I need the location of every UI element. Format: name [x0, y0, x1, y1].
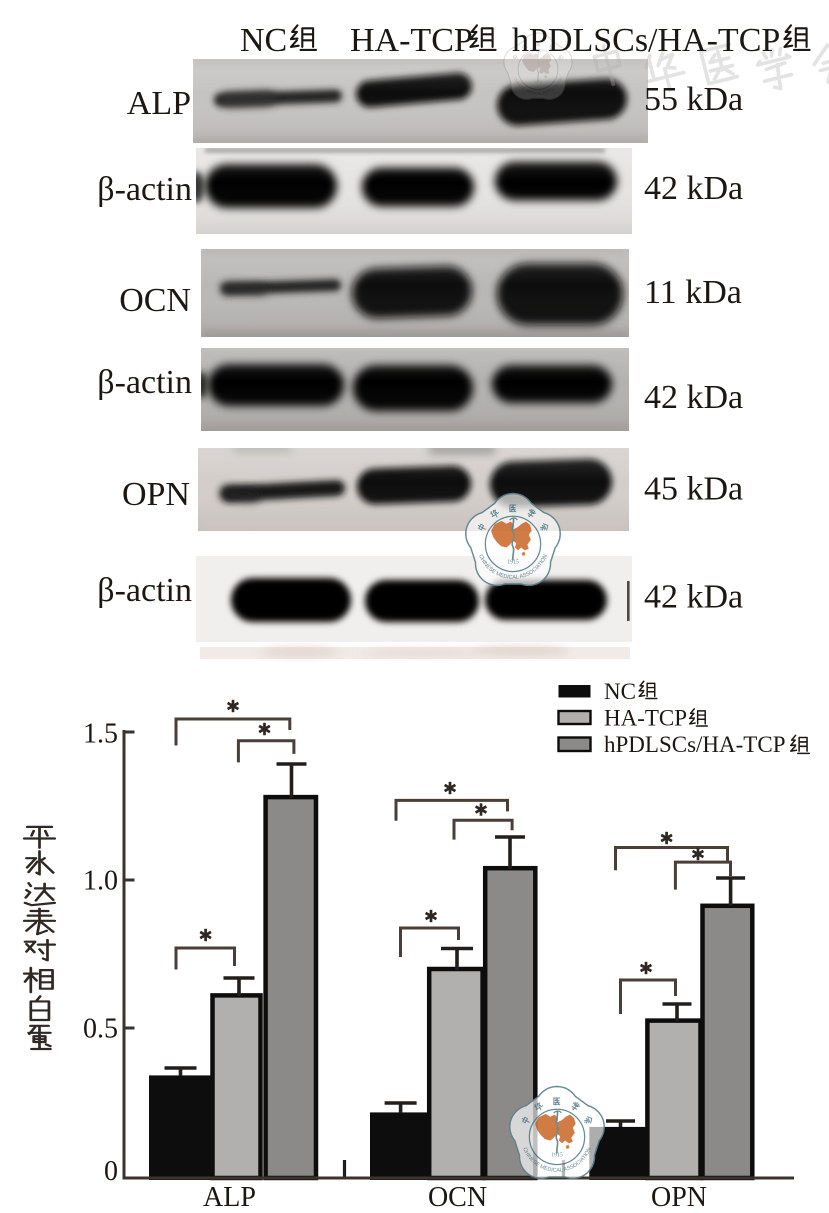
svg-text:β-actin: β-actin	[97, 572, 192, 609]
svg-text:42 kDa: 42 kDa	[644, 579, 743, 616]
svg-text:β-actin: β-actin	[97, 364, 192, 401]
svg-text:OCN: OCN	[428, 1182, 487, 1213]
svg-text:OCN: OCN	[119, 282, 191, 319]
svg-text:55 kDa: 55 kDa	[644, 81, 743, 118]
svg-text:hPDLSCs/HA-TCP: hPDLSCs/HA-TCP	[512, 22, 780, 59]
svg-text:1.0: 1.0	[83, 866, 118, 897]
svg-text:NC: NC	[604, 679, 636, 704]
svg-text:45 kDa: 45 kDa	[644, 471, 743, 508]
svg-text:OPN: OPN	[122, 476, 190, 513]
svg-text:0: 0	[104, 1156, 118, 1187]
svg-text:NC: NC	[240, 22, 287, 59]
svg-text:11 kDa: 11 kDa	[644, 274, 742, 311]
svg-text:ALP: ALP	[203, 1182, 256, 1213]
svg-text:42 kDa: 42 kDa	[644, 379, 743, 416]
svg-text:HA-TCP: HA-TCP	[604, 706, 687, 731]
svg-text:HA-TCP: HA-TCP	[350, 22, 473, 59]
svg-text:hPDLSCs/HA-TCP: hPDLSCs/HA-TCP	[604, 732, 785, 757]
svg-text:β-actin: β-actin	[97, 171, 192, 208]
svg-text:1.5: 1.5	[83, 719, 118, 750]
svg-text:ALP: ALP	[127, 85, 191, 122]
svg-text:42 kDa: 42 kDa	[644, 170, 743, 207]
svg-text:OPN: OPN	[651, 1182, 707, 1213]
svg-text:0.5: 0.5	[83, 1014, 118, 1045]
